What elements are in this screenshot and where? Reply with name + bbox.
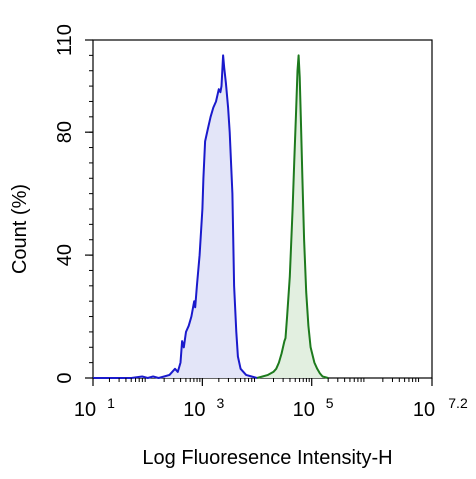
- series-1-area: [93, 55, 257, 379]
- y-tick-label: 0: [54, 372, 76, 383]
- x-tick-label: 10: [293, 399, 315, 421]
- x-axis: 10 1 10 3 10 5 10 7.2: [74, 378, 468, 421]
- x-tick-label: 10: [183, 399, 205, 421]
- y-axis-title: Count (%): [9, 184, 31, 274]
- x-minor-ticks: [108, 378, 420, 382]
- x-tick-label: 10: [413, 399, 435, 421]
- y-tick-label: 80: [54, 121, 76, 143]
- x-tick-label: 10: [74, 399, 96, 421]
- x-tick-exponent: 3: [216, 395, 224, 411]
- series-2-line: [256, 54, 329, 379]
- y-tick-label: 40: [54, 244, 76, 266]
- series-1-line: [93, 54, 258, 379]
- y-axis: 0 40 80 110: [54, 24, 93, 384]
- y-tick-label: 110: [54, 24, 76, 56]
- x-axis-title: Log Fluoresence Intensity-H: [142, 447, 392, 469]
- y-minor-ticks: [89, 39, 93, 379]
- x-tick-exponent: 5: [326, 395, 334, 411]
- plot-frame: [92, 39, 433, 379]
- x-tick-exponent: 7.2: [448, 395, 468, 411]
- series-layer: [93, 54, 329, 379]
- x-tick-exponent: 1: [107, 395, 115, 411]
